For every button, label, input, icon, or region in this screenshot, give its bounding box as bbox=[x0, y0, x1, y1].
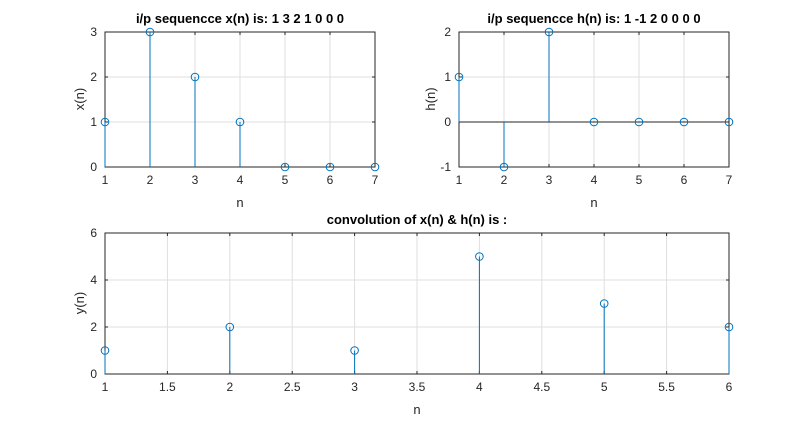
x-tick-label: 2.5 bbox=[284, 380, 301, 394]
stem-marker bbox=[145, 27, 155, 37]
x-axis-label: n bbox=[413, 402, 420, 417]
x-tick-label: 6 bbox=[726, 380, 733, 394]
x-tick-label: 6 bbox=[681, 173, 688, 187]
x-tick-label: 3 bbox=[192, 173, 199, 187]
y-tick-label: 6 bbox=[90, 226, 97, 240]
x-tick-label: 2 bbox=[147, 173, 154, 187]
stem-marker bbox=[350, 346, 359, 355]
stem-marker bbox=[544, 27, 554, 37]
x-tick-label: 4 bbox=[237, 173, 244, 187]
stem-marker bbox=[499, 162, 509, 172]
x-axis-label: n bbox=[236, 195, 243, 210]
chart-title: i/p sequencce h(n) is: 1 -1 2 0 0 0 0 bbox=[487, 11, 700, 26]
stem-marker bbox=[280, 162, 290, 172]
chart-title: convolution of x(n) & h(n) is : bbox=[327, 212, 508, 227]
x-tick-label: 3 bbox=[546, 173, 553, 187]
x-tick-label: 4 bbox=[591, 173, 598, 187]
x-axis-label: n bbox=[590, 195, 597, 210]
x-tick-label: 5 bbox=[636, 173, 643, 187]
y-tick-label: 4 bbox=[90, 273, 97, 287]
stem-marker bbox=[634, 117, 644, 127]
stem-marker bbox=[235, 117, 245, 127]
stem-marker bbox=[475, 252, 484, 261]
subplot-h-sequence: i/p sequencce h(n) is: 1 -1 2 0 0 0 0 n … bbox=[423, 11, 734, 210]
x-tick-label: 1 bbox=[456, 173, 463, 187]
x-tick-label: 1 bbox=[102, 173, 109, 187]
y-tick-label: 2 bbox=[90, 70, 97, 84]
x-tick-label: 5.5 bbox=[658, 380, 675, 394]
x-tick-label: 5 bbox=[601, 380, 608, 394]
y-tick-label: 0 bbox=[90, 160, 97, 174]
y-tick-label: 2 bbox=[444, 25, 451, 39]
y-tick-label: 1 bbox=[444, 70, 451, 84]
x-tick-label: 3 bbox=[351, 380, 358, 394]
y-tick-label: 3 bbox=[90, 25, 97, 39]
x-tick-label: 1 bbox=[102, 380, 109, 394]
stem-marker bbox=[724, 117, 734, 127]
stem-marker bbox=[454, 72, 464, 82]
x-tick-label: 5 bbox=[282, 173, 289, 187]
x-tick-label: 2 bbox=[226, 380, 233, 394]
subplot-x-sequence: i/p sequencce x(n) is: 1 3 2 1 0 0 0 n x… bbox=[72, 11, 380, 210]
y-axis-label: x(n) bbox=[72, 88, 87, 110]
x-tick-label: 4.5 bbox=[533, 380, 550, 394]
stem-marker bbox=[100, 346, 110, 355]
x-tick-label: 3.5 bbox=[409, 380, 426, 394]
stem-marker bbox=[589, 117, 599, 127]
y-axis-label: y(n) bbox=[72, 292, 87, 314]
subplot-convolution: convolution of x(n) & h(n) is : n y(n) 1… bbox=[72, 212, 734, 417]
y-tick-label: 2 bbox=[90, 320, 97, 334]
stem-marker bbox=[679, 117, 689, 127]
stem-marker bbox=[370, 162, 380, 172]
y-tick-label: 0 bbox=[444, 115, 451, 129]
chart-title: i/p sequencce x(n) is: 1 3 2 1 0 0 0 bbox=[136, 11, 344, 26]
x-tick-label: 4 bbox=[476, 380, 483, 394]
y-axis-label: h(n) bbox=[423, 87, 438, 110]
x-tick-label: 7 bbox=[726, 173, 733, 187]
x-tick-label: 1.5 bbox=[159, 380, 176, 394]
y-tick-label: -1 bbox=[440, 160, 451, 174]
stem-marker bbox=[599, 299, 609, 308]
x-tick-label: 6 bbox=[327, 173, 334, 187]
stem-marker bbox=[100, 117, 110, 127]
x-tick-label: 2 bbox=[501, 173, 508, 187]
stem-marker bbox=[225, 322, 235, 332]
y-tick-label: 0 bbox=[90, 367, 97, 381]
stem-marker bbox=[724, 322, 734, 332]
y-tick-label: 1 bbox=[90, 115, 97, 129]
x-tick-label: 7 bbox=[372, 173, 379, 187]
stem-marker bbox=[325, 162, 335, 172]
stem-marker bbox=[190, 72, 200, 82]
